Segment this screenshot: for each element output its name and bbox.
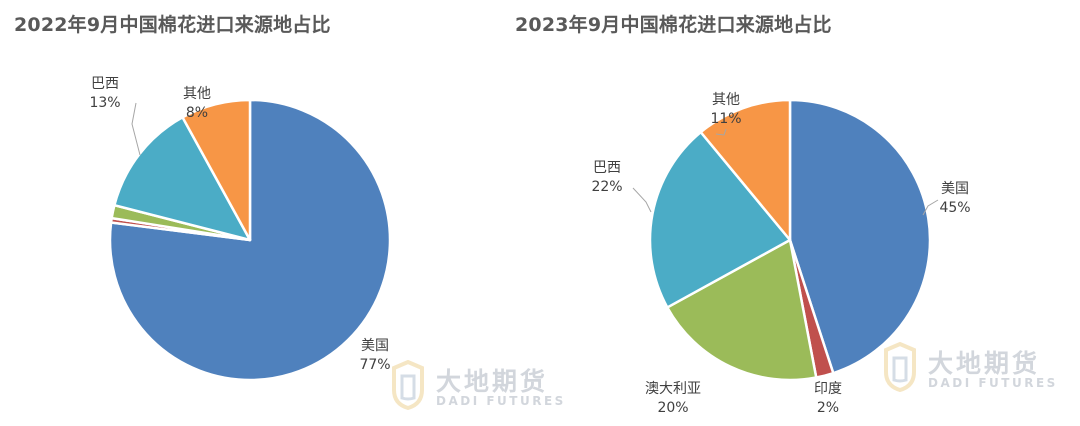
slice-name-label: 美国	[361, 338, 389, 354]
pie-slice-1	[108, 98, 392, 382]
slice-value-label: 22%	[591, 179, 622, 195]
watermark-logo: 大地期货 DADI FUTURES	[880, 341, 1060, 393]
pie-chart-2022: 美国 77% 巴西 13% 其他 8%	[89, 76, 392, 382]
chart-title-2022: 2022年9月中国棉花进口来源地占比	[14, 14, 331, 36]
slice-name-label: 澳大利亚	[645, 381, 701, 397]
chart-title-2023: 2023年9月中国棉花进口来源地占比	[515, 14, 832, 36]
slice-name-label: 巴西	[91, 76, 119, 92]
slice-value-label: 45%	[939, 200, 970, 216]
slice-name-label: 美国	[941, 181, 969, 197]
pie-slice-1	[788, 98, 932, 375]
slice-value-label: 11%	[710, 111, 741, 127]
pie-slice-4	[648, 130, 792, 309]
slice-value-label: 77%	[359, 357, 390, 373]
pie-chart-2023: 美国 45% 印度 2% 澳大利亚 20% 巴西 22% 其他 11%	[591, 92, 970, 416]
slice-name-label: 印度	[814, 381, 842, 397]
leader-line-4	[632, 187, 652, 213]
watermark-brand-en: DADI FUTURES	[928, 376, 1058, 390]
pie-slice-5	[181, 98, 252, 242]
slice-value-label: 13%	[89, 95, 120, 111]
slice-value-label: 20%	[657, 400, 688, 416]
leader-line-5	[715, 128, 727, 136]
watermark-brand: 大地期货	[928, 349, 1041, 378]
slice-value-label: 8%	[186, 105, 208, 121]
leader-line-1	[922, 199, 939, 216]
watermark-logo: 大地期货 DADI FUTURES	[388, 359, 568, 411]
watermark-brand: 大地期货	[436, 367, 549, 396]
slice-name-label: 其他	[183, 86, 211, 102]
slice-name-label: 其他	[712, 92, 740, 108]
slice-value-label: 2%	[817, 400, 839, 416]
watermark-brand-en: DADI FUTURES	[436, 394, 566, 408]
chart-panel-2023: 2023年9月中国棉花进口来源地占比 美国 45% 印度 2% 澳大利亚 20% 巴西 22%…	[515, 0, 1080, 426]
chart-panel-2022: 2022年9月中国棉花进口来源地占比 美国 77% 巴西 13% 其他 8% 大地期货 D…	[14, 14, 563, 411]
dadi-logo-icon	[884, 341, 916, 393]
slice-name-label: 巴西	[593, 160, 621, 176]
pie-slice-3	[666, 238, 818, 382]
dadi-logo-icon	[392, 359, 424, 411]
leader-line-4	[131, 102, 141, 156]
